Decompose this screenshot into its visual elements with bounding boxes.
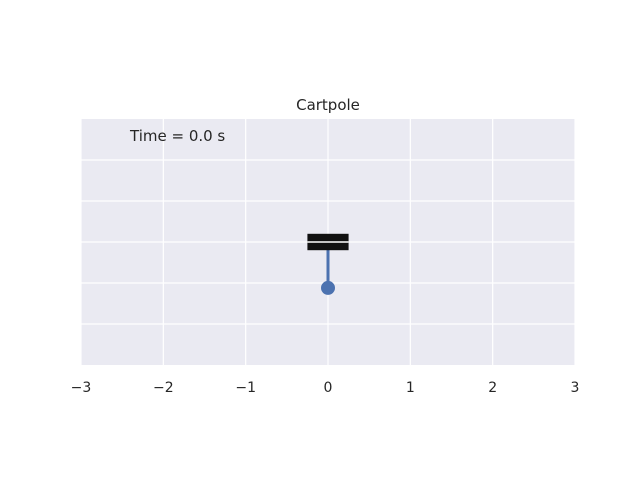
x-tick-label: 2 — [488, 380, 497, 396]
pole-bob — [321, 280, 335, 295]
x-tick-label: 0 — [324, 380, 333, 396]
x-tick-label: −1 — [235, 380, 256, 396]
x-tick-label: −2 — [153, 380, 174, 396]
x-tick-label: 1 — [406, 380, 415, 396]
x-tick-label: −3 — [71, 380, 92, 396]
chart-title: Cartpole — [296, 96, 360, 114]
time-annotation: Time = 0.0 s — [129, 127, 225, 145]
x-tick-label: 3 — [571, 380, 580, 396]
x-tick-labels: −3 −2 −1 0 1 2 3 — [71, 380, 580, 396]
